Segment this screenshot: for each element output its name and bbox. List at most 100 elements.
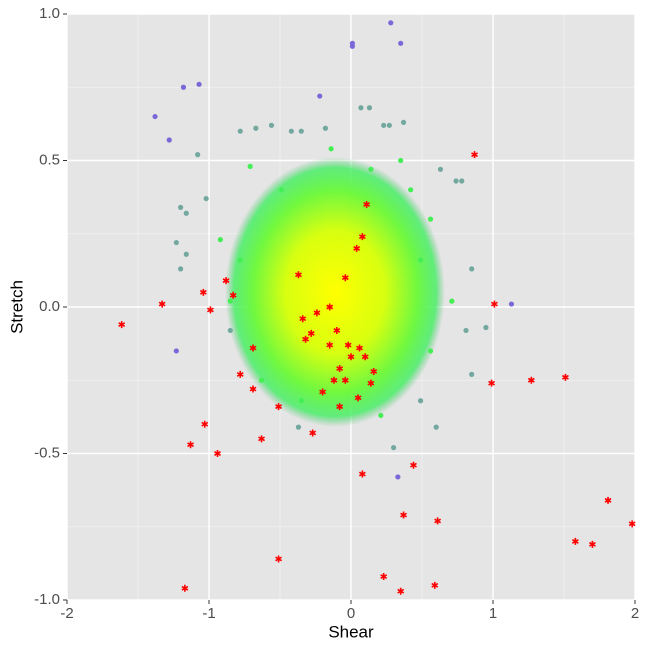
point [173, 348, 179, 354]
point [571, 537, 579, 545]
point [434, 517, 442, 525]
point [326, 341, 334, 349]
x-tick-label: 0 [347, 605, 355, 622]
point [358, 233, 366, 241]
point [391, 445, 397, 451]
point [508, 301, 515, 307]
point [152, 113, 158, 120]
point [395, 474, 401, 480]
point [417, 257, 424, 263]
point [431, 581, 439, 589]
point [353, 244, 361, 252]
point [158, 300, 166, 308]
point [299, 315, 307, 323]
point [278, 187, 285, 193]
point [237, 128, 243, 134]
point [333, 326, 341, 334]
point [307, 329, 315, 337]
point [427, 216, 434, 222]
point [527, 376, 535, 384]
point [488, 379, 496, 387]
point [417, 398, 424, 404]
point [187, 441, 194, 449]
point [408, 187, 414, 193]
point [319, 388, 327, 396]
point [561, 373, 569, 381]
point [397, 587, 405, 595]
point [178, 266, 184, 272]
point [214, 450, 221, 457]
x-tick-label: -1 [202, 605, 215, 622]
point [347, 353, 355, 361]
point [398, 40, 404, 46]
point [588, 540, 596, 548]
point [400, 511, 407, 519]
point [336, 365, 344, 373]
point [433, 424, 439, 430]
y-tick-label: -1.0 [34, 591, 60, 608]
point [330, 376, 338, 384]
point [295, 271, 302, 279]
point [604, 496, 612, 504]
point [249, 385, 257, 393]
point [341, 274, 349, 282]
point [237, 257, 243, 263]
point [181, 584, 189, 592]
point [370, 367, 378, 375]
point [363, 200, 371, 208]
point [453, 178, 459, 184]
y-tick-label: -0.5 [34, 444, 60, 461]
point [326, 303, 334, 311]
point [361, 353, 369, 361]
point [381, 122, 387, 128]
point [358, 470, 366, 478]
point [398, 157, 404, 164]
point [217, 237, 223, 243]
point [344, 341, 352, 349]
point [380, 573, 388, 581]
y-tick-label: 1.0 [39, 5, 60, 22]
point [309, 429, 317, 437]
point [222, 277, 230, 285]
point [463, 327, 469, 334]
point [227, 327, 233, 334]
point [490, 300, 498, 308]
point [236, 370, 244, 378]
point [437, 166, 444, 172]
point [388, 20, 394, 26]
point [341, 376, 349, 384]
density-cloud [225, 157, 445, 427]
y-tick-label: 0.0 [39, 298, 60, 315]
point [249, 344, 257, 352]
point [227, 298, 233, 304]
point [183, 251, 189, 257]
point [322, 125, 329, 131]
point [178, 204, 184, 210]
point [358, 105, 364, 111]
point [367, 379, 375, 387]
y-tick-label: 0.5 [39, 151, 60, 168]
point [166, 137, 172, 143]
x-tick-label: -2 [60, 605, 73, 622]
point [469, 371, 475, 377]
point [356, 344, 363, 352]
point [302, 335, 309, 343]
point [298, 128, 304, 134]
point [386, 122, 392, 128]
point [258, 435, 265, 443]
point [628, 520, 636, 528]
point [449, 298, 455, 304]
point [183, 210, 189, 216]
point [366, 105, 373, 111]
point [471, 151, 478, 159]
point [313, 309, 321, 317]
point [368, 166, 374, 172]
point [400, 119, 407, 126]
point [268, 122, 275, 128]
point [288, 128, 294, 134]
point [173, 239, 179, 246]
point [317, 93, 323, 99]
point [203, 195, 209, 202]
point [459, 178, 465, 184]
